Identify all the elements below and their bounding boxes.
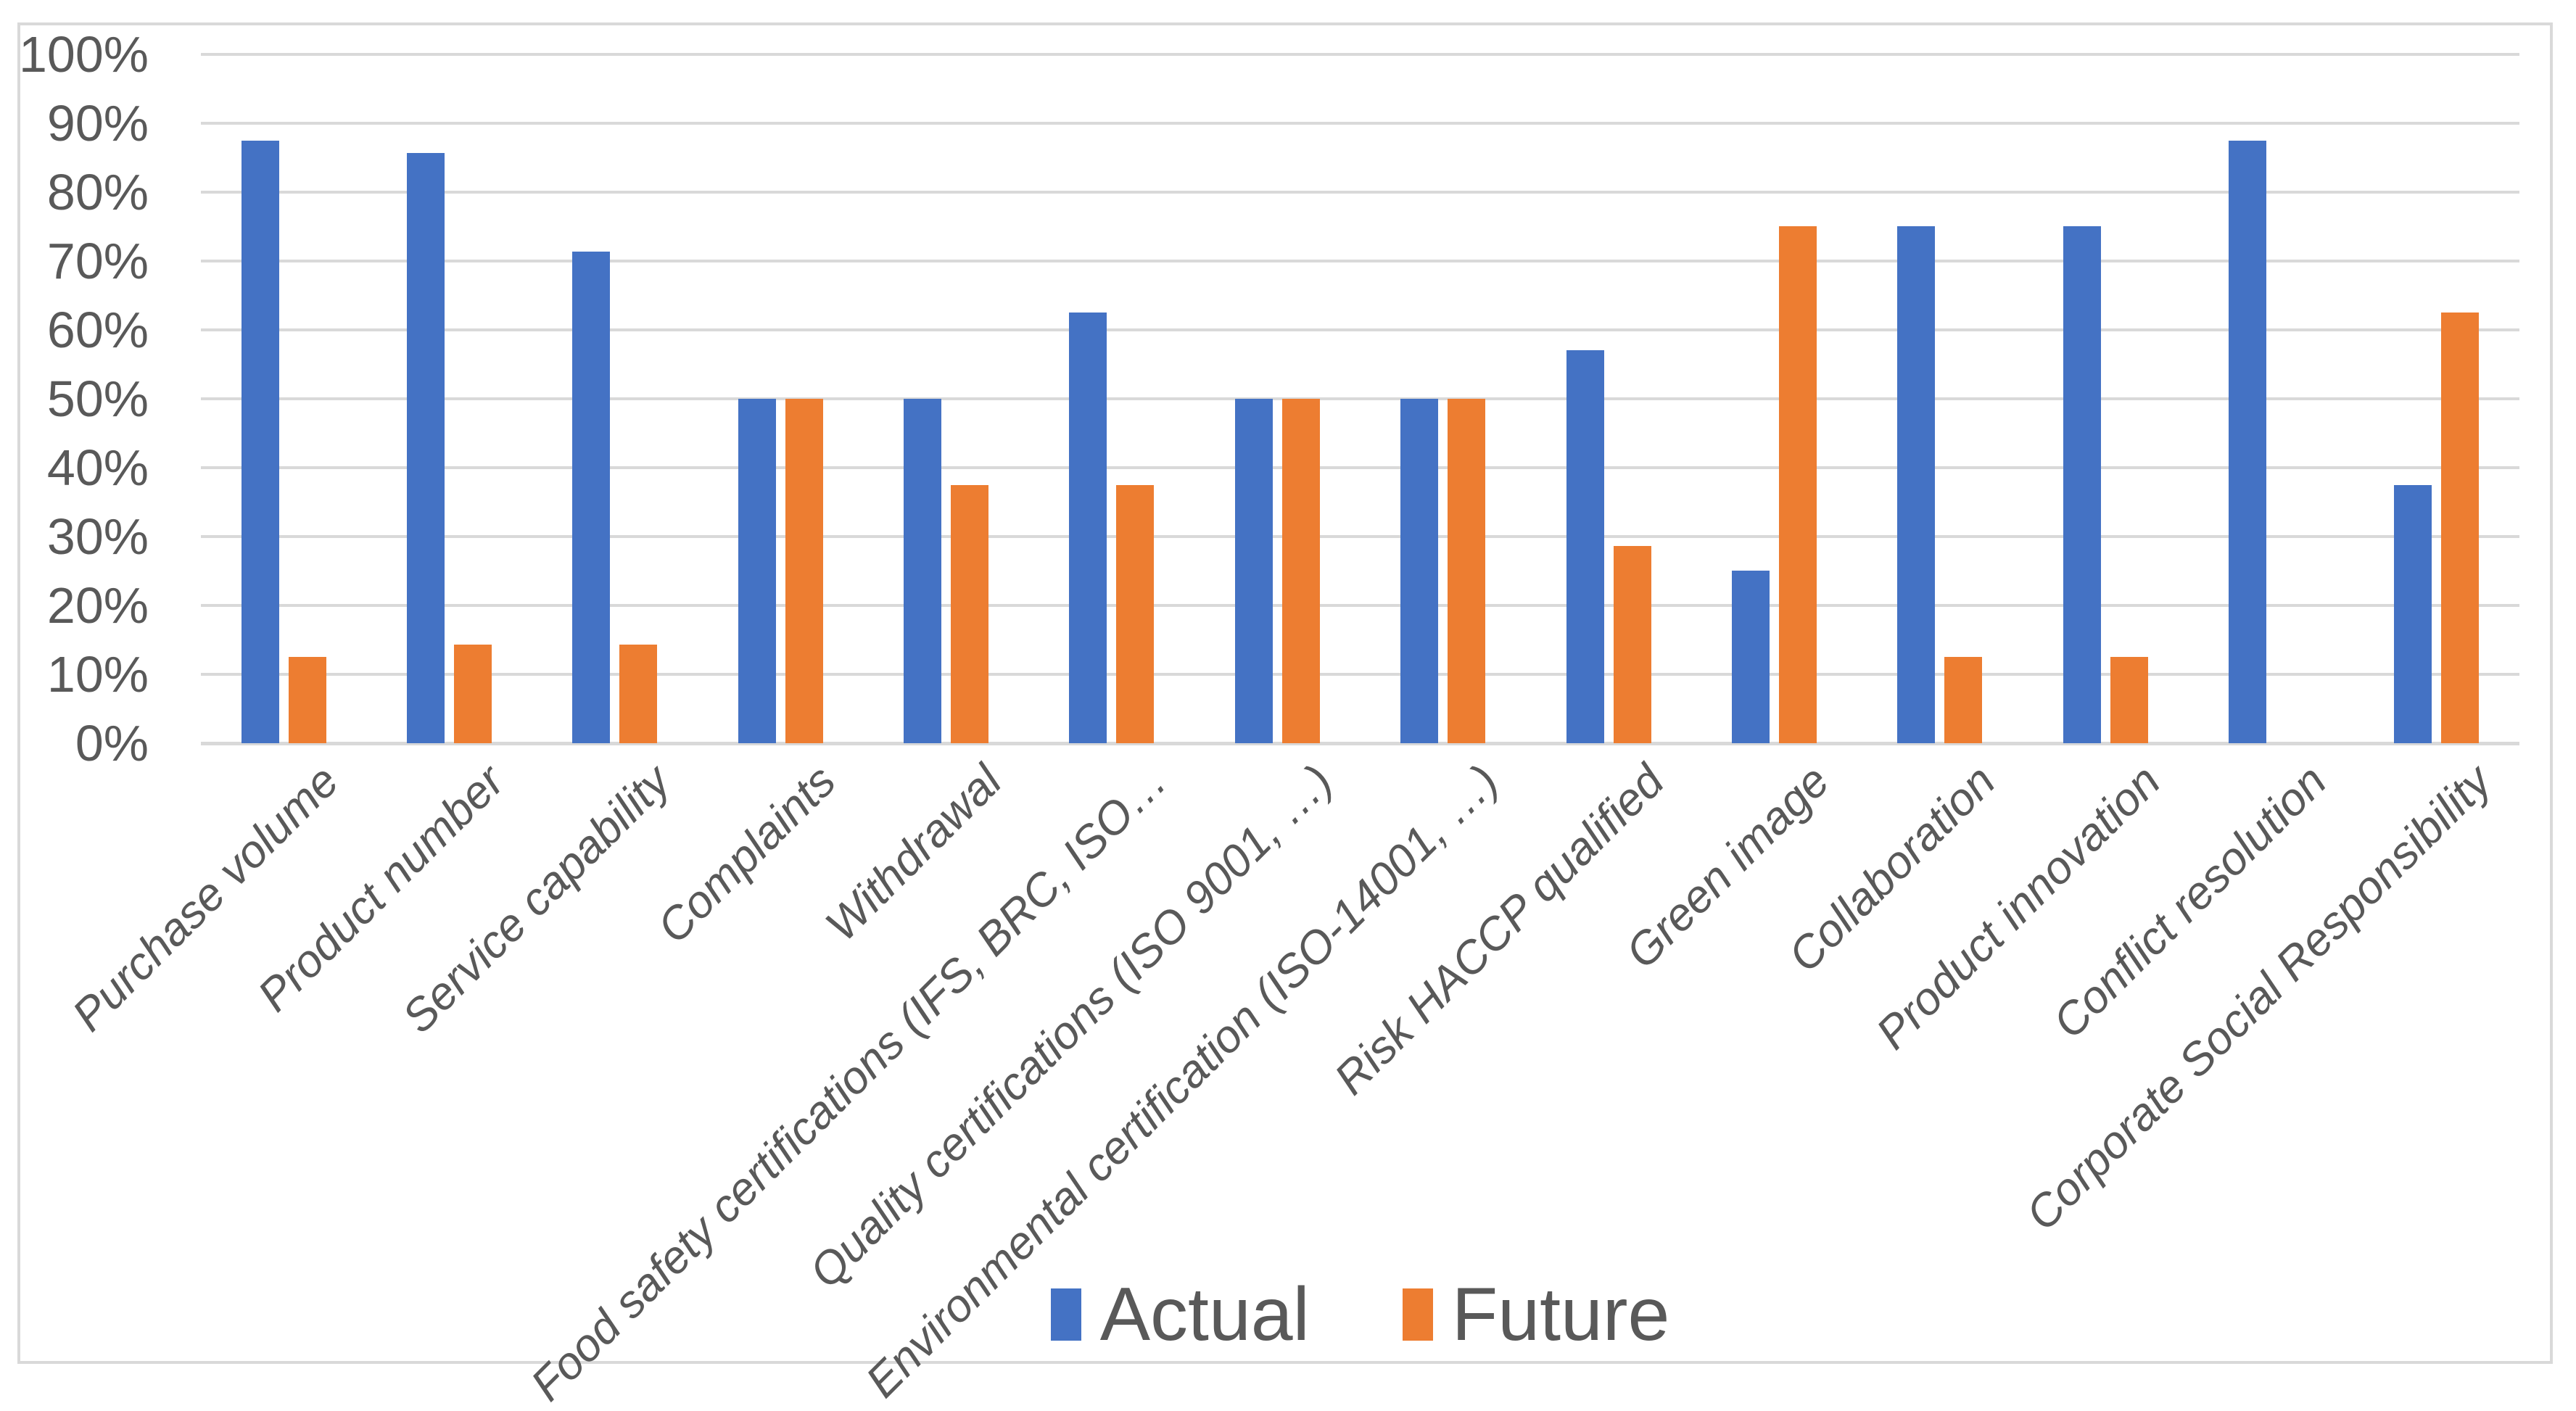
- future-bar: [1448, 399, 1485, 743]
- gridline: [201, 191, 2519, 194]
- gridline: [201, 122, 2519, 125]
- y-axis-tick-label: 70%: [46, 233, 149, 289]
- x-axis-line: [201, 742, 2519, 745]
- gridline: [201, 535, 2519, 538]
- legend-label: Actual: [1099, 1273, 1310, 1357]
- gridline: [201, 328, 2519, 331]
- legend-swatch-future: [1402, 1288, 1433, 1341]
- gridline: [201, 604, 2519, 607]
- y-axis-tick-label: 20%: [46, 577, 149, 634]
- future-bar: [619, 645, 657, 743]
- actual-bar: [2229, 141, 2266, 743]
- actual-bar: [1069, 313, 1107, 743]
- legend-swatch-actual: [1050, 1288, 1081, 1341]
- actual-bar: [2394, 485, 2432, 743]
- actual-bar: [242, 141, 279, 743]
- gridline: [201, 53, 2519, 56]
- actual-bar: [904, 399, 941, 743]
- future-bar: [1779, 226, 1817, 743]
- y-axis-tick-label: 50%: [46, 371, 149, 427]
- future-bar: [1614, 546, 1651, 743]
- future-bar: [2441, 313, 2479, 743]
- future-bar: [1282, 399, 1320, 743]
- future-bar: [2110, 657, 2148, 743]
- future-bar: [1944, 657, 1982, 743]
- actual-bar: [1732, 571, 1770, 743]
- future-bar: [951, 485, 988, 743]
- y-axis-tick-label: 30%: [46, 508, 149, 565]
- legend-item-actual: Actual: [1050, 1273, 1310, 1357]
- future-bar: [785, 399, 823, 743]
- legend-label: Future: [1451, 1273, 1670, 1357]
- y-axis-tick-label: 10%: [46, 646, 149, 703]
- actual-bar: [738, 399, 776, 743]
- future-bar: [454, 645, 492, 743]
- future-bar: [289, 657, 326, 743]
- y-axis-tick-label: 60%: [46, 302, 149, 358]
- actual-bar: [2063, 226, 2101, 743]
- actual-bar: [1400, 399, 1438, 743]
- actual-bar: [407, 153, 445, 743]
- future-bar: [1116, 485, 1154, 743]
- y-axis-tick-label: 90%: [46, 95, 149, 152]
- gridline: [201, 260, 2519, 262]
- actual-bar: [1235, 399, 1273, 743]
- y-axis-tick-label: 100%: [18, 26, 149, 83]
- actual-bar: [1566, 350, 1604, 743]
- y-axis-tick-label: 40%: [46, 439, 149, 496]
- legend-item-future: Future: [1402, 1273, 1670, 1357]
- actual-bar: [572, 252, 610, 743]
- gridline: [201, 466, 2519, 469]
- legend: Actual Future: [201, 1275, 2519, 1354]
- actual-bar: [1897, 226, 1935, 743]
- gridline: [201, 397, 2519, 400]
- gridline: [201, 673, 2519, 676]
- y-axis-tick-label: 0%: [75, 715, 149, 771]
- y-axis-tick-label: 80%: [46, 164, 149, 220]
